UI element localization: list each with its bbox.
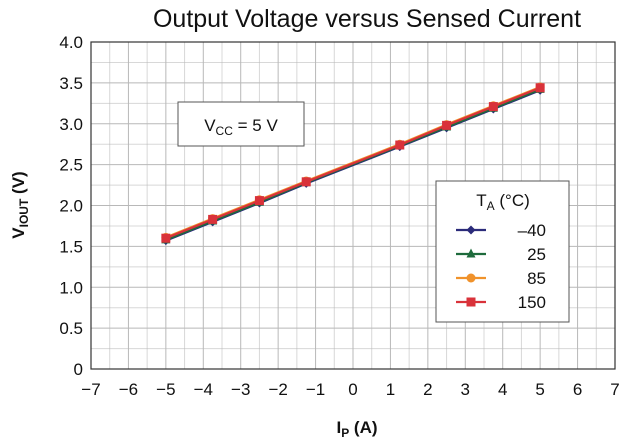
x-tick-label: −7 (81, 380, 100, 399)
x-tick-label: 3 (461, 380, 470, 399)
series (161, 82, 545, 246)
legend-item: 85 (456, 269, 546, 288)
legend-item: 150 (456, 293, 546, 312)
legend-swatch-marker (466, 297, 476, 307)
y-tick-label: 0 (74, 360, 83, 379)
legend-swatch-marker (466, 273, 476, 283)
data-point (301, 177, 311, 187)
vcc-annotation-sub: CC (216, 124, 234, 138)
x-tick-label: −1 (306, 380, 325, 399)
legend-title-sub: A (487, 199, 495, 213)
x-tick-label: −4 (194, 380, 213, 399)
y-axis-label: VIOUT (V) (9, 171, 31, 238)
data-point (254, 196, 264, 206)
legend: TA (°C) –40 25 85 150 (435, 180, 570, 323)
y-axis-label-main: V (9, 227, 28, 239)
y-tick-label: 0.5 (59, 319, 83, 338)
y-tick-label: 1.5 (59, 237, 83, 256)
vcc-annotation-rest: = 5 V (233, 116, 279, 135)
vcc-annotation-main: V (204, 116, 216, 135)
y-axis-label-sub: IOUT (17, 198, 31, 227)
x-tick-labels: −7 −6 −5 −4 −3 −2 −1 0 1 2 3 4 5 6 7 (81, 380, 619, 399)
y-tick-label: 3.0 (59, 115, 83, 134)
legend-label: 85 (527, 269, 546, 288)
x-tick-label: −3 (231, 380, 250, 399)
legend-swatch-marker (466, 225, 476, 235)
x-tick-label: 5 (535, 380, 544, 399)
data-point (442, 120, 452, 130)
data-point (395, 140, 405, 150)
legend-title-main: T (476, 191, 486, 210)
x-tick-label: 0 (348, 380, 357, 399)
x-axis-label-rest: (A) (349, 418, 377, 437)
legend-label: 150 (518, 293, 546, 312)
x-tick-label: 2 (423, 380, 432, 399)
legend-item: –40 (456, 221, 546, 240)
x-tick-label: 6 (573, 380, 582, 399)
legend-label: 25 (527, 245, 546, 264)
y-tick-label: 1.0 (59, 278, 83, 297)
plot-frame (90, 41, 616, 370)
y-tick-label: 2.5 (59, 156, 83, 175)
legend-title-rest: (°C) (495, 191, 530, 210)
series-square (161, 83, 545, 243)
vcc-annotation-text: VCC = 5 V (204, 116, 278, 138)
y-tick-label: 4.0 (59, 33, 83, 52)
legend-label: –40 (518, 221, 546, 240)
x-tick-label: 7 (610, 380, 619, 399)
data-point (161, 233, 171, 243)
x-tick-label: 1 (386, 380, 395, 399)
legend-title: TA (°C) (476, 191, 530, 213)
legend-items: –40 25 85 150 (456, 221, 546, 312)
vcc-annotation: VCC = 5 V (177, 101, 305, 147)
legend-item: 25 (456, 245, 546, 264)
legend-box (435, 180, 570, 323)
x-axis-label: IP (A) (336, 418, 377, 440)
y-tick-labels: 0 0.5 1.0 1.5 2.0 2.5 3.0 3.5 4.0 (59, 33, 83, 379)
data-point (208, 214, 218, 224)
legend-swatch-marker (466, 248, 476, 258)
y-tick-label: 3.5 (59, 74, 83, 93)
x-axis-label-sub: P (341, 426, 349, 440)
series-line (165, 86, 541, 240)
x-tick-label: −2 (268, 380, 287, 399)
data-point (488, 102, 498, 112)
y-tick-label: 2.0 (59, 197, 83, 216)
x-tick-label: 4 (498, 380, 507, 399)
data-point (535, 83, 545, 93)
vcc-annotation-box (177, 101, 305, 147)
x-axis-label-main: I (336, 418, 341, 437)
x-tick-label: −6 (119, 380, 138, 399)
chart-title: Output Voltage versus Sensed Current (153, 5, 581, 33)
x-tick-label: −5 (156, 380, 175, 399)
y-axis-label-rest: (V) (9, 171, 28, 198)
